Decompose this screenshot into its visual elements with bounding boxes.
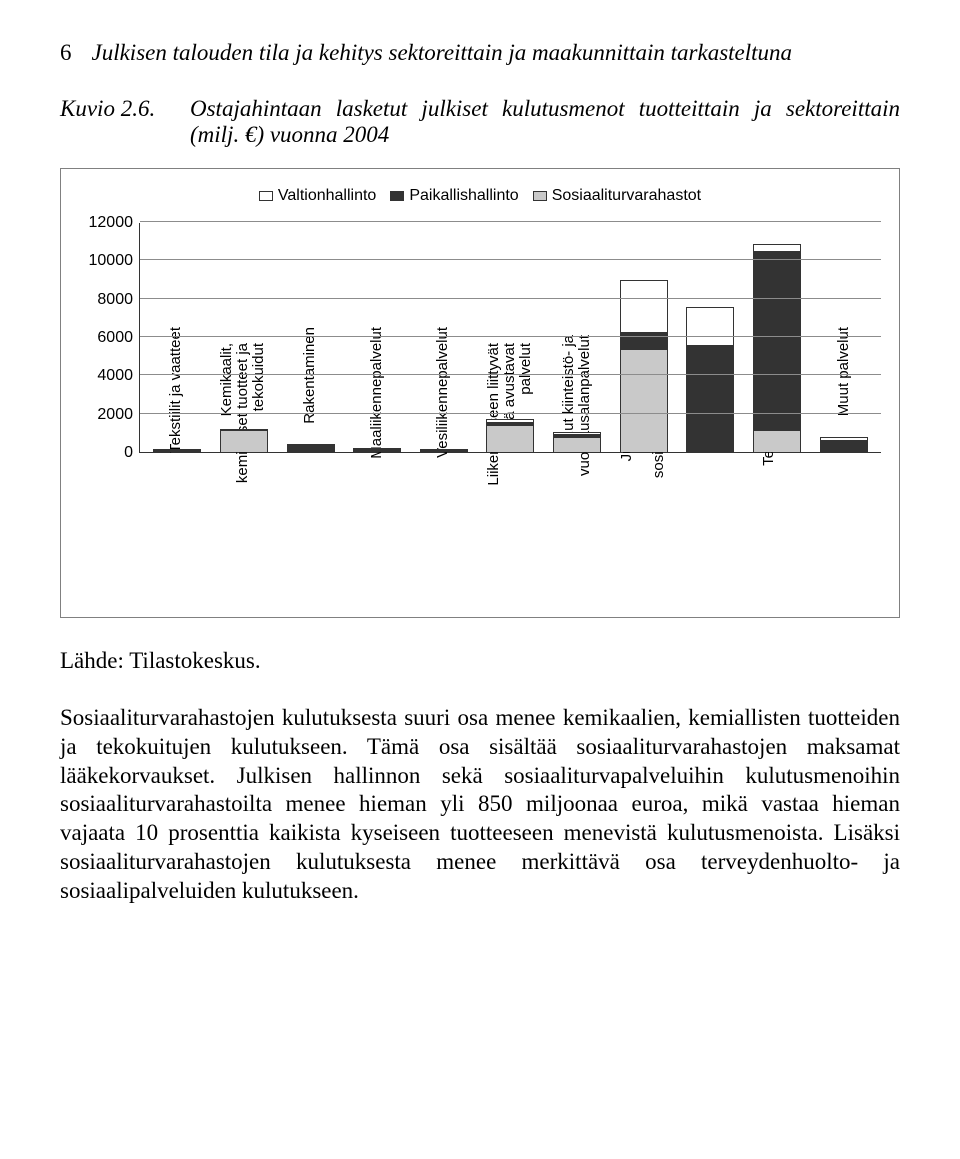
x-tick-label: Maaliikennepalvelut	[353, 453, 401, 603]
bar-segment	[753, 430, 801, 452]
bar-segment	[420, 451, 468, 452]
figure-caption: Ostajahintaan lasketut julkiset kulutusm…	[190, 96, 900, 148]
x-axis-labels: Tekstiilit ja vaatteet Kemikaalit,kemiall…	[139, 453, 881, 603]
bar	[820, 437, 868, 452]
body-paragraph: Sosiaaliturvarahastojen kulutuksesta suu…	[60, 704, 900, 905]
bar-segment	[620, 332, 668, 348]
section-heading: Julkisen talouden tila ja kehitys sektor…	[92, 40, 901, 66]
x-tick-label: Liikenteeseen liittyvätja sitä avustavat…	[486, 453, 534, 603]
bar-segment	[686, 307, 734, 344]
figure-caption-row: Kuvio 2.6. Ostajahintaan lasketut julkis…	[60, 96, 900, 148]
gridline-overlay	[140, 336, 881, 337]
bar-segment	[553, 437, 601, 452]
bar-segment	[820, 440, 868, 451]
y-axis-labels: 120001000080006000400020000	[79, 223, 139, 453]
legend-swatch	[390, 191, 404, 201]
bar	[686, 307, 734, 452]
x-tick-label: Vesiliikennepalvelut	[419, 453, 467, 603]
bar	[220, 429, 268, 452]
x-tick-label: Kemikaalit,kemialliset tuotteet jatekoku…	[219, 453, 267, 603]
bar-segment	[620, 280, 668, 332]
gridline-overlay	[140, 298, 881, 299]
legend-item: Sosiaaliturvarahastot	[533, 187, 701, 205]
page-number: 6	[60, 40, 72, 66]
legend-swatch	[259, 191, 273, 201]
legend-item: Paikallishallinto	[390, 187, 518, 205]
bar-segment	[753, 251, 801, 430]
page-header-row: 6 Julkisen talouden tila ja kehitys sekt…	[60, 40, 900, 66]
bar-segment	[620, 349, 668, 453]
bar-segment	[686, 345, 734, 452]
bar-segment	[153, 451, 201, 452]
chart-legend: Valtionhallinto Paikallishallinto Sosiaali…	[79, 187, 881, 205]
legend-item: Valtionhallinto	[259, 187, 376, 205]
gridline-overlay	[140, 221, 881, 222]
bar-segment	[353, 451, 401, 452]
gridline-overlay	[140, 374, 881, 375]
x-tick-label: Muut kiinteistö- javuokrausalanpalvelut	[553, 453, 601, 603]
chart-container: Valtionhallinto Paikallishallinto Sosiaali…	[60, 168, 900, 618]
bar-segment	[820, 451, 868, 452]
x-tick-label: Muut palvelut	[820, 453, 868, 603]
bar	[753, 244, 801, 452]
legend-label: Valtionhallinto	[278, 187, 376, 205]
bar	[486, 419, 534, 452]
bar-segment	[220, 430, 268, 452]
chart-source: Lähde: Tilastokeskus.	[60, 648, 900, 674]
gridline-overlay	[140, 413, 881, 414]
bar	[620, 280, 668, 452]
plot-wrap: 120001000080006000400020000	[79, 223, 881, 453]
plot-area	[139, 223, 881, 453]
bar	[420, 449, 468, 452]
x-tick-label: Julkisen hallinnonsekäsosiaaliturvapalve…	[619, 453, 667, 603]
x-tick-label: Koulutuspalvelut	[686, 453, 734, 603]
bar-segment	[753, 244, 801, 251]
bar-segment	[287, 451, 335, 452]
legend-swatch	[533, 191, 547, 201]
x-tick-label: Rakentaminen	[286, 453, 334, 603]
legend-label: Paikallishallinto	[409, 187, 518, 205]
bar-segment	[486, 425, 534, 452]
bar	[153, 449, 201, 452]
legend-label: Sosiaaliturvarahastot	[552, 187, 701, 205]
bar	[553, 432, 601, 452]
bar	[353, 448, 401, 452]
bar	[287, 444, 335, 452]
bars-row	[140, 223, 881, 452]
x-tick-label: Terveydenhuolto- jasosiaalipalvelut	[753, 453, 801, 603]
figure-label: Kuvio 2.6.	[60, 96, 190, 122]
x-tick-label: Tekstiilit ja vaatteet	[152, 453, 200, 603]
gridline-overlay	[140, 259, 881, 260]
